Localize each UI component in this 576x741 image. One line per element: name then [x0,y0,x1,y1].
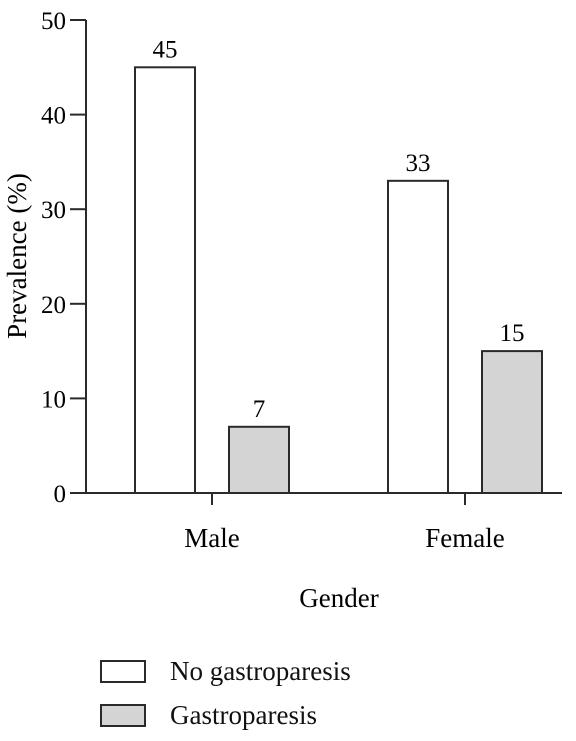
y-tick-label: 40 [41,103,66,130]
data-label: 15 [500,320,525,347]
legend-item-gastroparesis: Gastroparesis [100,697,351,733]
labels: 0 10 20 30 40 50 Male 45 7 Female 33 15 [41,8,525,553]
y-tick-label: 50 [41,8,66,35]
x-category-label: Female [425,523,504,553]
bar [228,425,290,494]
bars [134,66,543,495]
bar [481,350,543,494]
y-tick-label: 10 [41,386,66,413]
y-axis-title: Prevalence (%) [2,173,32,339]
bar [134,66,196,495]
legend-item-no-gastroparesis: No gastroparesis [100,653,351,689]
legend-label-gastroparesis: Gastroparesis [170,699,317,730]
x-category-label: Male [184,523,239,553]
data-label: 7 [253,396,266,423]
data-label: 45 [153,36,178,63]
legend-swatch-gastroparesis [100,703,146,727]
y-tick-label: 30 [41,197,66,224]
legend-label-no-gastroparesis: No gastroparesis [170,655,351,686]
bar-chart: 0 10 20 30 40 50 Male 45 7 Female 33 15 Prevalence … [2,8,562,613]
y-tick-label: 0 [54,481,67,508]
bar [387,179,449,494]
data-label: 33 [406,150,431,177]
legend: No gastroparesis Gastroparesis [100,653,351,741]
y-tick-label: 20 [41,292,66,319]
legend-swatch-no-gastroparesis [100,659,146,683]
x-axis-title: Gender [299,583,378,613]
